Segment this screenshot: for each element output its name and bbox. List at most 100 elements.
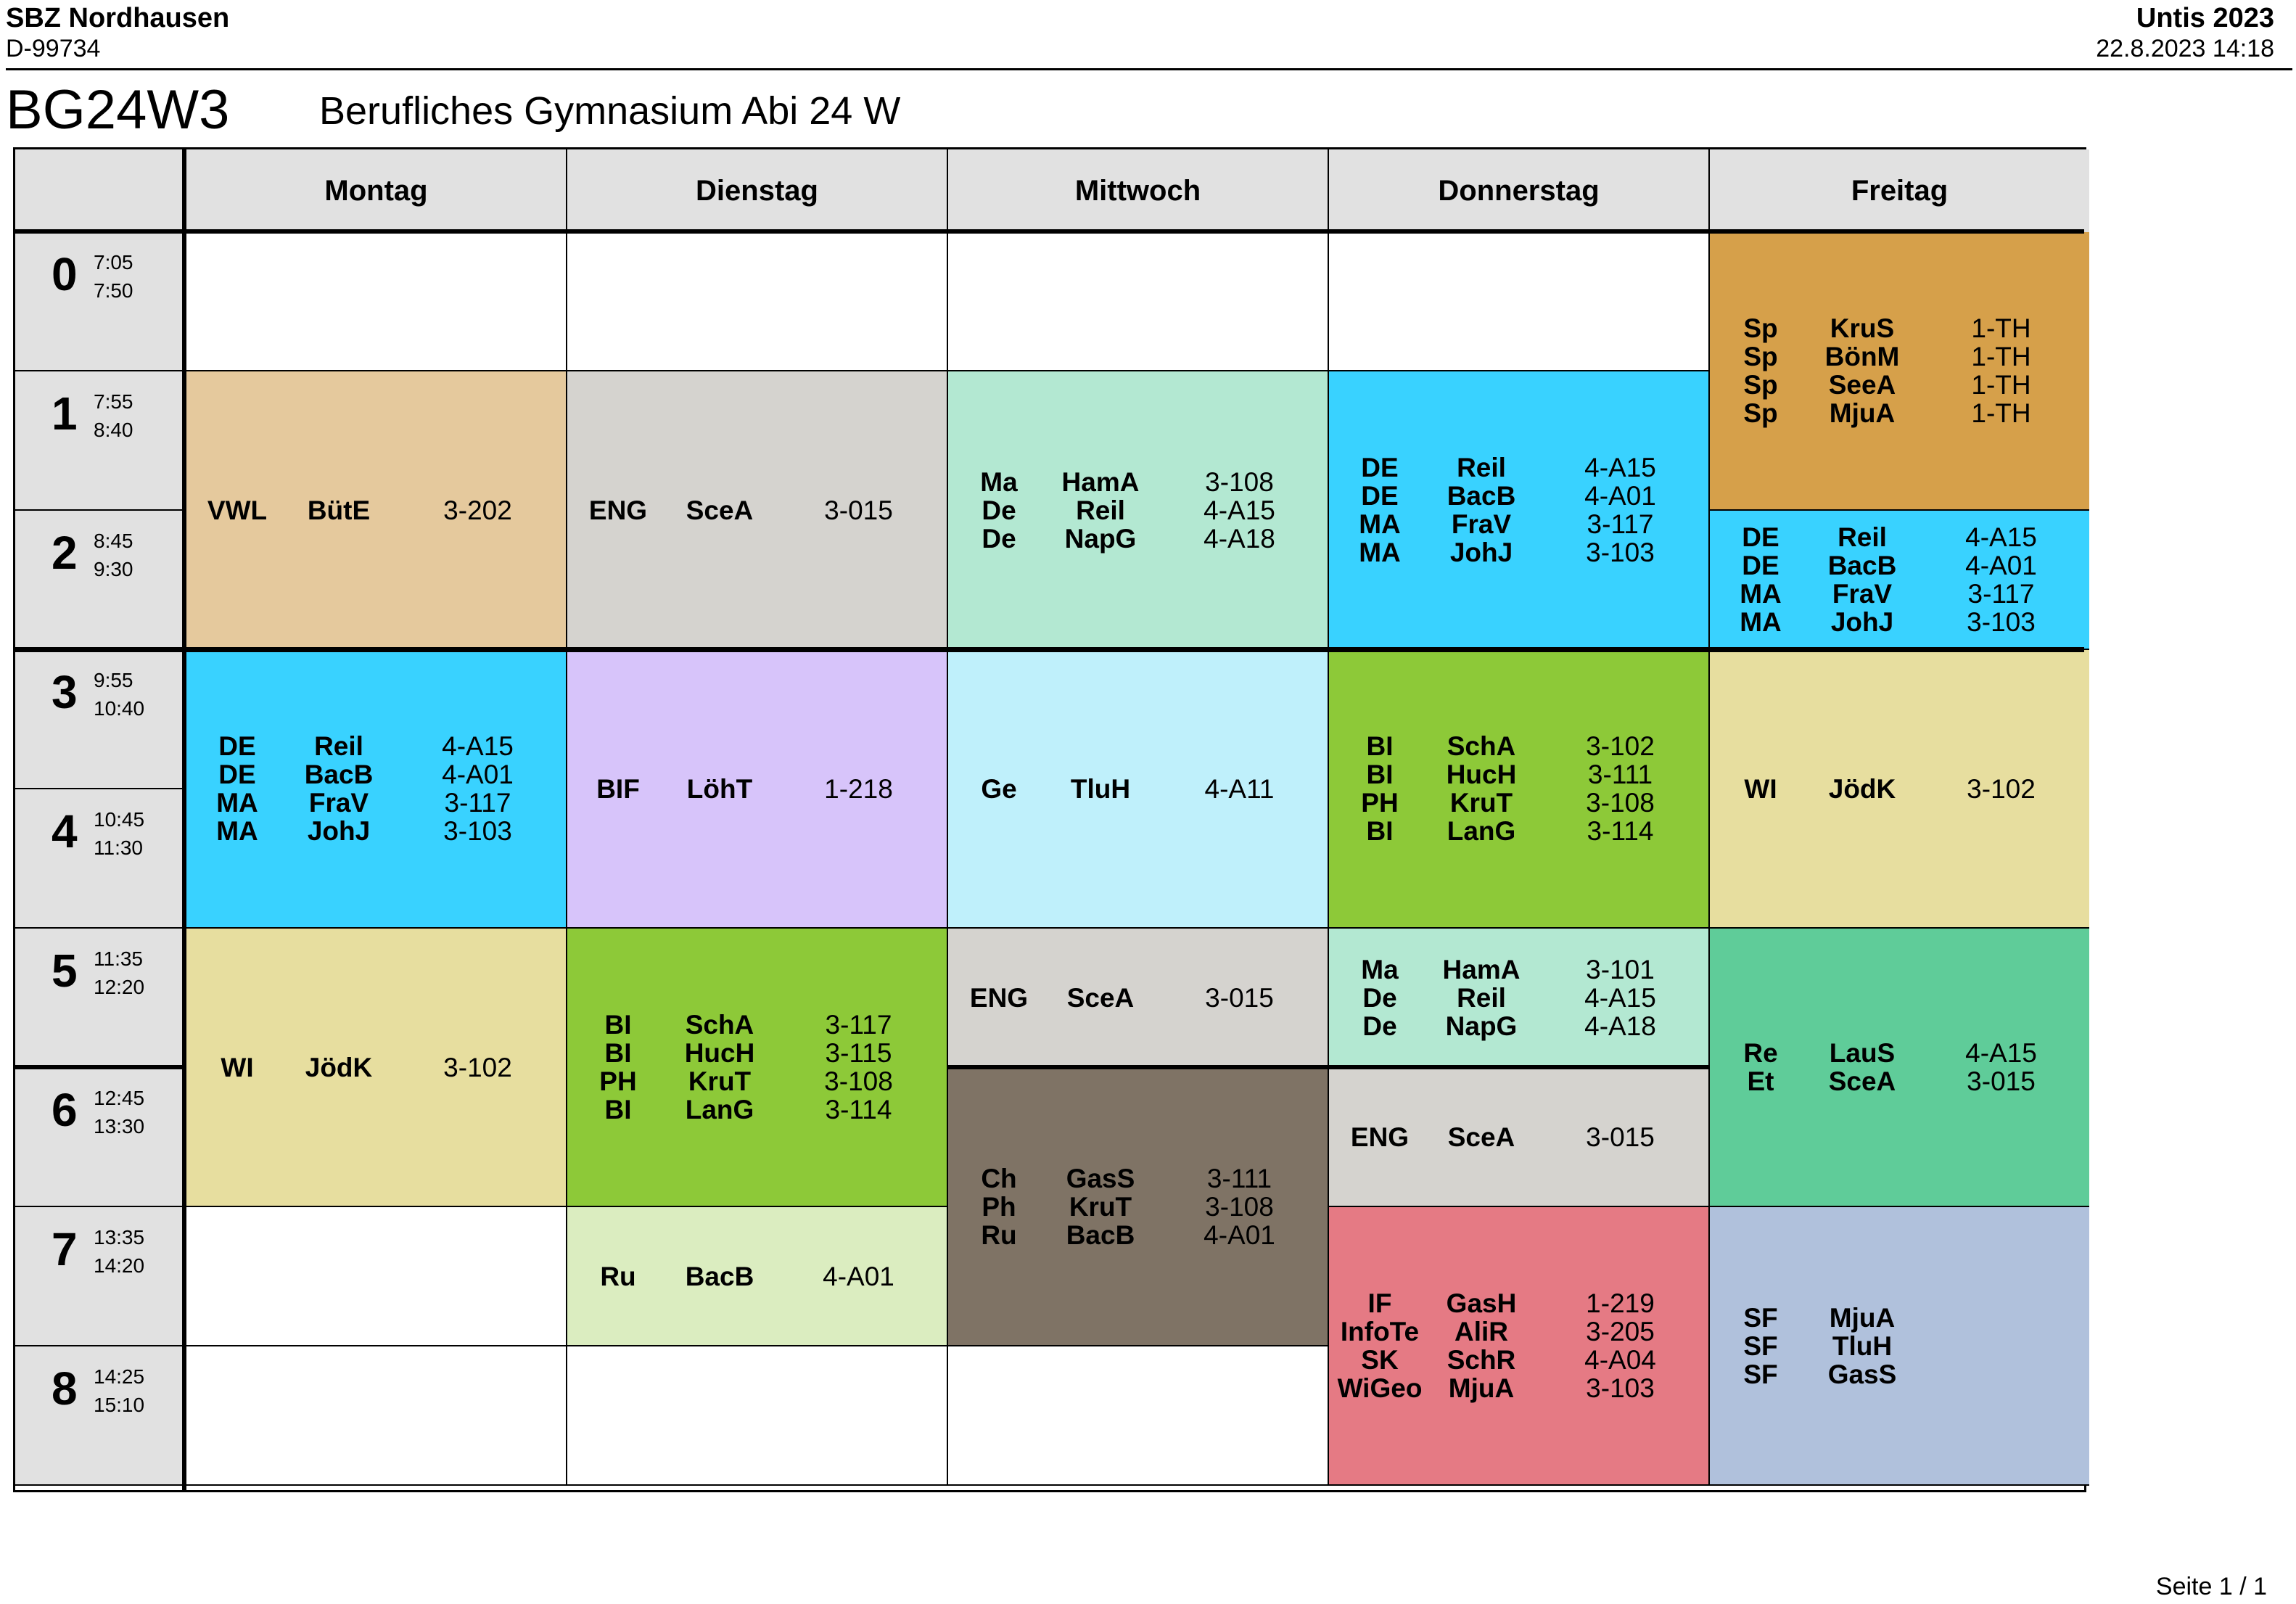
lesson-subject: De bbox=[982, 523, 1016, 554]
lesson-teacher: TluH bbox=[1832, 1331, 1893, 1361]
lesson-teacher: SchA bbox=[1447, 731, 1516, 761]
lesson-row: SK SchR 4-A04 bbox=[1329, 1346, 1708, 1374]
lesson-room: 4-A15 bbox=[442, 731, 514, 761]
lesson-row: PH KruT 3-108 bbox=[1329, 789, 1708, 817]
lesson-cell[interactable]: ENG SceA 3-015 bbox=[947, 929, 1328, 1068]
period-end: 11:30 bbox=[94, 836, 143, 859]
lesson-teacher: TluH bbox=[1070, 773, 1131, 804]
lesson-row: Sp MjuA 1-TH bbox=[1710, 399, 2089, 427]
lesson-teacher: KruT bbox=[1449, 788, 1513, 818]
period-cell: 8 14:25 15:10 bbox=[15, 1346, 185, 1486]
lesson-cell[interactable]: Ru BacB 4-A01 bbox=[566, 1207, 947, 1346]
lesson-cell[interactable]: IF GasH 1-219 InfoTe AliR 3-205 SK SchR 4-A04 WiG… bbox=[1328, 1207, 1708, 1486]
lesson-subject: DE bbox=[1361, 481, 1399, 511]
lesson-row: MA JohJ 3-103 bbox=[1710, 608, 2089, 636]
lesson-room: 3-111 bbox=[1206, 1163, 1272, 1193]
lesson-cell bbox=[185, 1207, 566, 1346]
lesson-cell bbox=[947, 1346, 1328, 1486]
lesson-cell[interactable]: ENG SceA 3-015 bbox=[1328, 1068, 1708, 1207]
lesson-teacher: MjuA bbox=[1829, 398, 1896, 428]
lesson-room bbox=[1913, 1332, 2089, 1360]
lesson-teacher: HamA bbox=[1061, 466, 1140, 497]
lesson-subject: MA bbox=[1359, 538, 1401, 567]
lesson-teacher: FraV bbox=[1451, 509, 1512, 539]
lesson-teacher: SchA bbox=[685, 1010, 754, 1040]
class-name: Berufliches Gymnasium Abi 24 W bbox=[319, 89, 901, 133]
lesson-room: 3-117 bbox=[1967, 579, 2035, 609]
lesson-room: 3-103 bbox=[1586, 1373, 1655, 1403]
lesson-subject: MA bbox=[216, 788, 258, 818]
lesson-subject: MA bbox=[1740, 607, 1782, 637]
lesson-row: BI HucH 3-111 bbox=[1329, 760, 1708, 789]
lesson-cell[interactable]: Sp KruS 1-TH Sp BönM 1-TH Sp SeeA 1-TH Sp MjuA 1-TH bbox=[1708, 232, 2089, 511]
period-number: 5 bbox=[52, 945, 78, 997]
print-timestamp: 22.8.2023 14:18 bbox=[2096, 35, 2274, 62]
lesson-cell[interactable]: DE Reil 4-A15 DE BacB 4-A01 MA FraV 3-117 MA JohJ 3… bbox=[185, 650, 566, 929]
period-number: 0 bbox=[52, 248, 78, 300]
lesson-room: 4-A01 bbox=[1965, 551, 2037, 580]
lesson-room: 3-015 bbox=[1586, 1122, 1655, 1152]
lesson-row: Ch GasS 3-111 bbox=[948, 1164, 1328, 1193]
lesson-room: 4-A18 bbox=[1203, 523, 1275, 554]
lesson-subject: Re bbox=[1743, 1038, 1778, 1068]
lesson-subject: Ch bbox=[981, 1163, 1017, 1193]
lesson-cell[interactable]: BIF LöhT 1-218 bbox=[566, 650, 947, 929]
lesson-cell[interactable]: WI JödK 3-102 bbox=[185, 929, 566, 1207]
lesson-room bbox=[1913, 1360, 2089, 1389]
break-rule-2-left bbox=[15, 1065, 185, 1069]
lesson-row: DE BacB 4-A01 bbox=[1329, 482, 1708, 510]
period-cell: 5 11:35 12:20 bbox=[15, 929, 185, 1068]
lesson-cell[interactable]: DE Reil 4-A15 DE BacB 4-A01 MA FraV 3-117 MA JohJ 3… bbox=[1708, 511, 2089, 650]
lesson-subject: Ph bbox=[982, 1191, 1016, 1222]
lesson-row: MA JohJ 3-103 bbox=[1329, 538, 1708, 567]
lesson-subject: PH bbox=[599, 1066, 637, 1096]
lesson-cell[interactable]: Ma HamA 3-101 De Reil 4-A15 De NapG 4-A18 bbox=[1328, 929, 1708, 1068]
lesson-cell[interactable]: BI SchA 3-117 BI HucH 3-115 PH KruT 3-108 BI LanG 3… bbox=[566, 929, 947, 1207]
lesson-subject: BI bbox=[1366, 731, 1394, 761]
lesson-room: 4-A01 bbox=[823, 1261, 894, 1291]
lesson-row: Sp BönM 1-TH bbox=[1710, 342, 2089, 371]
lesson-subject: ENG bbox=[1350, 1122, 1410, 1152]
lesson-cell[interactable]: ENG SceA 3-015 bbox=[566, 371, 947, 650]
lesson-teacher: NapG bbox=[1064, 523, 1137, 554]
lesson-room: 3-102 bbox=[1586, 731, 1655, 761]
lesson-cell[interactable]: BI SchA 3-102 BI HucH 3-111 PH KruT 3-108 BI LanG 3… bbox=[1328, 650, 1708, 929]
period-time: 7:55 8:40 bbox=[94, 387, 133, 444]
period-cell: 7 13:35 14:20 bbox=[15, 1207, 185, 1346]
lesson-teacher: JödK bbox=[305, 1052, 373, 1082]
lesson-row: MA FraV 3-117 bbox=[1329, 510, 1708, 538]
lesson-cell[interactable]: WI JödK 3-102 bbox=[1708, 650, 2089, 929]
lesson-teacher: GasH bbox=[1446, 1288, 1517, 1318]
lesson-row: Ma HamA 3-101 bbox=[1329, 955, 1708, 984]
lesson-room: 3-108 bbox=[824, 1066, 893, 1096]
period-time: 9:55 10:40 bbox=[94, 666, 144, 723]
lesson-subject: DE bbox=[1742, 551, 1779, 580]
lesson-cell[interactable]: Ch GasS 3-111 Ph KruT 3-108 Ru BacB 4-A01 bbox=[947, 1068, 1328, 1346]
period-start: 13:35 bbox=[94, 1226, 145, 1249]
lesson-teacher: MjuA bbox=[1829, 1302, 1896, 1333]
lesson-cell[interactable]: Ma HamA 3-108 De Reil 4-A15 De NapG 4-A18 bbox=[947, 371, 1328, 650]
lesson-row: WI JödK 3-102 bbox=[186, 1053, 566, 1082]
lesson-teacher: GasS bbox=[1066, 1163, 1135, 1193]
period-cell: 4 10:45 11:30 bbox=[15, 789, 185, 929]
lesson-teacher: BönM bbox=[1824, 342, 1900, 371]
day-header: Freitag bbox=[1708, 149, 2089, 232]
lesson-cell[interactable]: Ge TluH 4-A11 bbox=[947, 650, 1328, 929]
day-header: Mittwoch bbox=[947, 149, 1328, 232]
lesson-cell[interactable]: DE Reil 4-A15 DE BacB 4-A01 MA FraV 3-117 MA JohJ 3… bbox=[1328, 371, 1708, 650]
lesson-row: MA FraV 3-117 bbox=[1710, 580, 2089, 608]
lesson-room: 3-015 bbox=[1205, 982, 1274, 1013]
period-end: 12:20 bbox=[94, 976, 145, 998]
lesson-teacher: JohJ bbox=[1830, 607, 1894, 637]
lesson-cell[interactable]: VWL BütE 3-202 bbox=[185, 371, 566, 650]
lesson-subject: BIF bbox=[596, 773, 640, 804]
lesson-row: BI LanG 3-114 bbox=[1329, 817, 1708, 845]
lesson-subject: SK bbox=[1361, 1345, 1399, 1375]
period-number: 1 bbox=[52, 387, 78, 440]
period-start: 10:45 bbox=[94, 808, 145, 831]
lesson-row: WI JödK 3-102 bbox=[1710, 775, 2089, 803]
lesson-cell[interactable]: SF MjuA SF TluH SF GasS bbox=[1708, 1207, 2089, 1486]
lesson-row: PH KruT 3-108 bbox=[567, 1067, 947, 1095]
lesson-teacher: Reil bbox=[1457, 982, 1506, 1013]
lesson-cell[interactable]: Re LauS 4-A15 Et SceA 3-015 bbox=[1708, 929, 2089, 1207]
